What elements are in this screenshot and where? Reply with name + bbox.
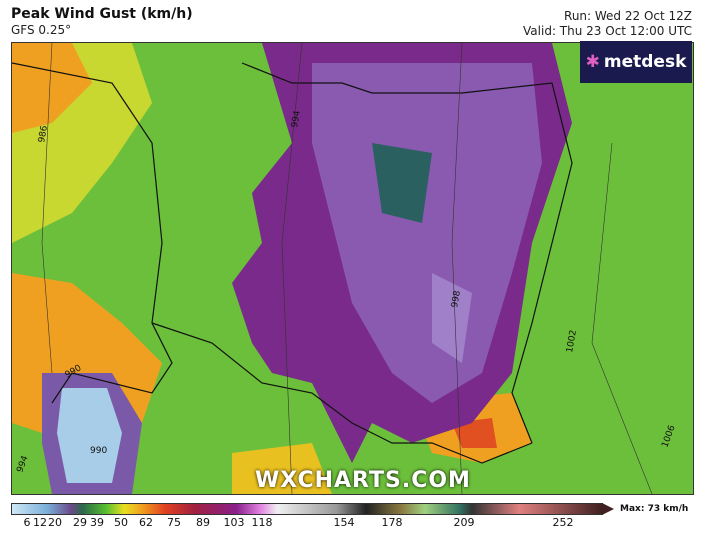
isobar-label: 994: [290, 110, 303, 129]
wind-gust-map[interactable]: 986 994 998 1002 1006 990 990 994: [11, 42, 694, 495]
colorbar-tick: 209: [453, 516, 475, 529]
isobar-label: 998: [450, 290, 463, 309]
colorbar-arrow: [602, 503, 614, 515]
watermark: WXCHARTS.COM: [255, 468, 471, 493]
colorbar-tick: 89: [196, 516, 210, 529]
colorbar-tick: 118: [251, 516, 273, 529]
isobar-label: 1002: [565, 329, 579, 353]
run-label: Run: Wed 22 Oct 12Z: [564, 9, 692, 23]
chart-title: Peak Wind Gust (km/h): [11, 6, 193, 22]
colorbar-tick: 75: [167, 516, 181, 529]
asterisk-icon: ✱: [585, 52, 600, 72]
colorbar: [11, 503, 603, 515]
colorbar-tick: 29: [73, 516, 87, 529]
colorbar-tick: 154: [333, 516, 355, 529]
model-label: GFS 0.25°: [11, 23, 72, 37]
colorbar-tick: 12: [33, 516, 47, 529]
colorbar-tick: 103: [223, 516, 245, 529]
colorbar-tick: 252: [552, 516, 574, 529]
valid-label: Valid: Thu 23 Oct 12:00 UTC: [523, 24, 692, 38]
colorbar-tick: 50: [114, 516, 128, 529]
max-label: Max: 73 km/h: [620, 504, 689, 514]
isobar-label: 986: [37, 125, 50, 144]
colorbar-tick: 39: [90, 516, 104, 529]
colorbar-tick: 178: [381, 516, 403, 529]
colorbar-tick: 6: [23, 516, 31, 529]
metdesk-logo: ✱ metdesk: [580, 41, 692, 83]
logo-text: metdesk: [603, 52, 687, 72]
isobar-label: 990: [90, 446, 107, 456]
colorbar-tick: 62: [139, 516, 153, 529]
colorbar-tick: 20: [48, 516, 62, 529]
